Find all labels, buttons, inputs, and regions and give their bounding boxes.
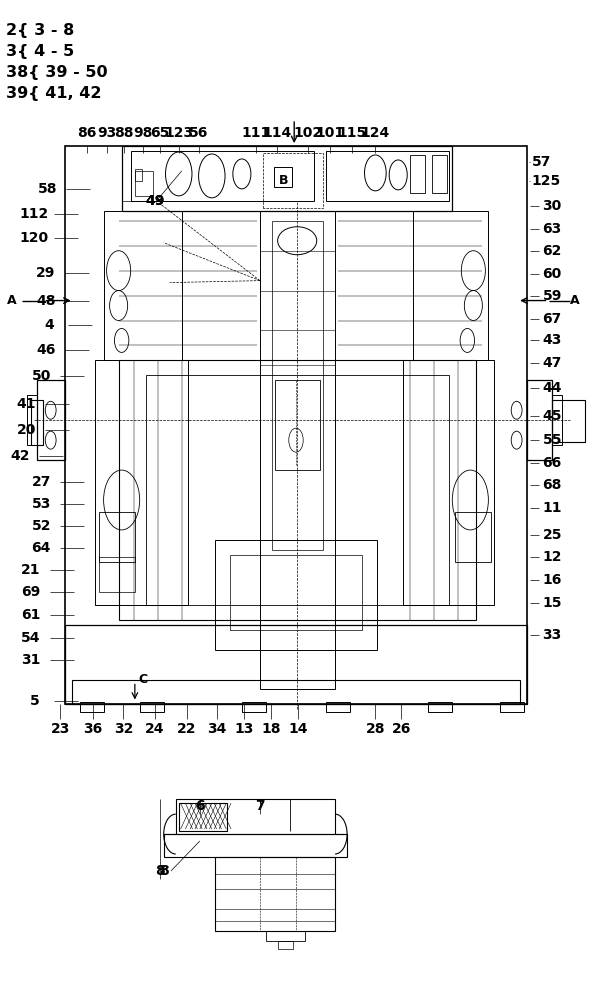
Text: 60: 60 [542, 267, 562, 281]
Text: 50: 50 [31, 369, 51, 383]
Text: 18: 18 [261, 722, 280, 736]
Text: A: A [7, 294, 17, 307]
Text: 54: 54 [21, 631, 40, 645]
Text: 15: 15 [542, 596, 562, 610]
Text: 53: 53 [31, 497, 51, 511]
Text: 67: 67 [542, 312, 562, 326]
Text: 45: 45 [542, 409, 562, 423]
Text: 101: 101 [316, 126, 345, 140]
Text: 61: 61 [21, 608, 40, 622]
Text: 25: 25 [542, 528, 562, 542]
Text: 41: 41 [16, 397, 36, 411]
Text: 16: 16 [542, 573, 562, 587]
Text: 49: 49 [146, 194, 165, 208]
Text: 31: 31 [21, 653, 40, 667]
Text: 20: 20 [16, 423, 36, 437]
Text: 57: 57 [532, 155, 551, 169]
Text: 111: 111 [241, 126, 271, 140]
Text: 28: 28 [365, 722, 385, 736]
Text: 26: 26 [391, 722, 411, 736]
Text: 59: 59 [542, 289, 562, 303]
Text: 11: 11 [542, 501, 562, 515]
Text: 42: 42 [10, 449, 30, 463]
Text: 112: 112 [19, 207, 49, 221]
Text: 24: 24 [145, 722, 164, 736]
Text: C: C [138, 673, 147, 686]
Text: 8: 8 [155, 864, 164, 878]
Text: 23: 23 [51, 722, 70, 736]
Text: 43: 43 [542, 333, 562, 347]
Text: 47: 47 [542, 356, 562, 370]
Text: 123: 123 [165, 126, 194, 140]
Text: 7: 7 [255, 799, 265, 813]
Text: 22: 22 [177, 722, 196, 736]
Text: 49: 49 [146, 194, 165, 208]
Text: 44: 44 [542, 381, 562, 395]
Text: 114: 114 [262, 126, 291, 140]
Text: 21: 21 [21, 563, 40, 577]
Text: 5: 5 [30, 694, 40, 708]
Text: 86: 86 [77, 126, 97, 140]
Text: 58: 58 [37, 182, 57, 196]
Text: 64: 64 [31, 541, 51, 555]
Text: 66: 66 [542, 456, 562, 470]
Text: 98: 98 [133, 126, 153, 140]
Text: 3{ 4 - 5: 3{ 4 - 5 [6, 44, 74, 59]
Text: 13: 13 [234, 722, 253, 736]
Text: 68: 68 [542, 478, 562, 492]
Text: 46: 46 [36, 343, 56, 357]
Text: 88: 88 [114, 126, 134, 140]
Text: 33: 33 [542, 628, 562, 642]
Text: 56: 56 [189, 126, 208, 140]
Text: 124: 124 [361, 126, 390, 140]
Text: 29: 29 [36, 266, 56, 280]
Text: 52: 52 [31, 519, 51, 533]
Text: 4: 4 [45, 318, 54, 332]
Text: 48: 48 [36, 294, 56, 308]
Text: A: A [570, 294, 580, 307]
Text: 62: 62 [542, 244, 562, 258]
Text: 120: 120 [19, 231, 48, 245]
Text: 38{ 39 - 50: 38{ 39 - 50 [6, 65, 108, 80]
Text: 55: 55 [542, 433, 562, 447]
Text: 32: 32 [114, 722, 133, 736]
Text: B: B [279, 174, 289, 187]
Text: 69: 69 [21, 585, 40, 599]
Text: 14: 14 [288, 722, 307, 736]
Text: 125: 125 [532, 174, 561, 188]
Text: 34: 34 [207, 722, 226, 736]
Text: 2{ 3 - 8: 2{ 3 - 8 [6, 23, 74, 38]
Text: 39{ 41, 42: 39{ 41, 42 [6, 86, 101, 101]
Text: 12: 12 [542, 550, 562, 564]
Text: 8: 8 [159, 864, 169, 878]
Text: 93: 93 [97, 126, 116, 140]
Text: 30: 30 [542, 199, 562, 213]
Text: 102: 102 [294, 126, 323, 140]
Text: 6: 6 [195, 799, 205, 813]
Text: 36: 36 [83, 722, 103, 736]
Text: 65: 65 [150, 126, 169, 140]
Text: 63: 63 [542, 222, 562, 236]
Text: 115: 115 [337, 126, 367, 140]
Text: 27: 27 [31, 475, 51, 489]
